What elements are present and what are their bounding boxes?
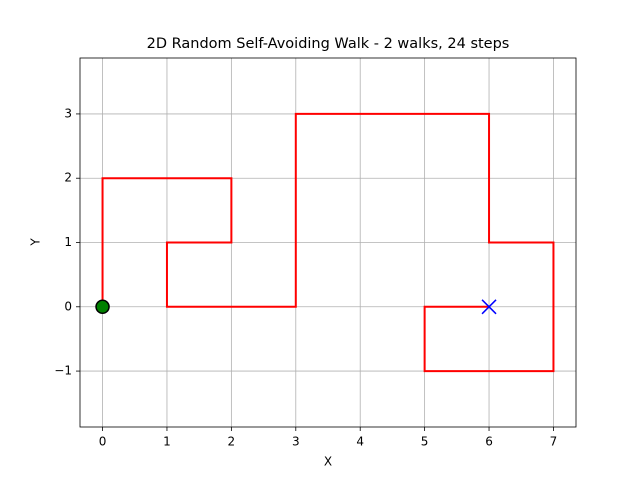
x-tick-label: 1 <box>163 435 171 449</box>
x-tick-label: 4 <box>356 435 364 449</box>
y-tick-label: 2 <box>64 171 72 185</box>
x-axis-label: X <box>324 455 332 469</box>
x-tick-label: 6 <box>485 435 493 449</box>
y-tick-label: −1 <box>54 364 72 378</box>
walk-line <box>101 112 555 373</box>
chart-title: 2D Random Self-Avoiding Walk - 2 walks, … <box>147 36 510 52</box>
x-tick-label: 5 <box>421 435 429 449</box>
end-marker <box>481 299 497 315</box>
y-tick-label: 1 <box>64 235 72 249</box>
plot-frame <box>79 57 577 428</box>
y-tick-label: 3 <box>64 106 72 120</box>
y-tick-label: 0 <box>64 299 72 313</box>
x-tick-label: 3 <box>292 435 300 449</box>
start-star <box>96 300 109 312</box>
y-axis-label: Y <box>29 238 43 247</box>
x-tick-label: 0 <box>99 435 107 449</box>
x-tick-label: 7 <box>550 435 558 449</box>
x-tick-label: 2 <box>228 435 236 449</box>
